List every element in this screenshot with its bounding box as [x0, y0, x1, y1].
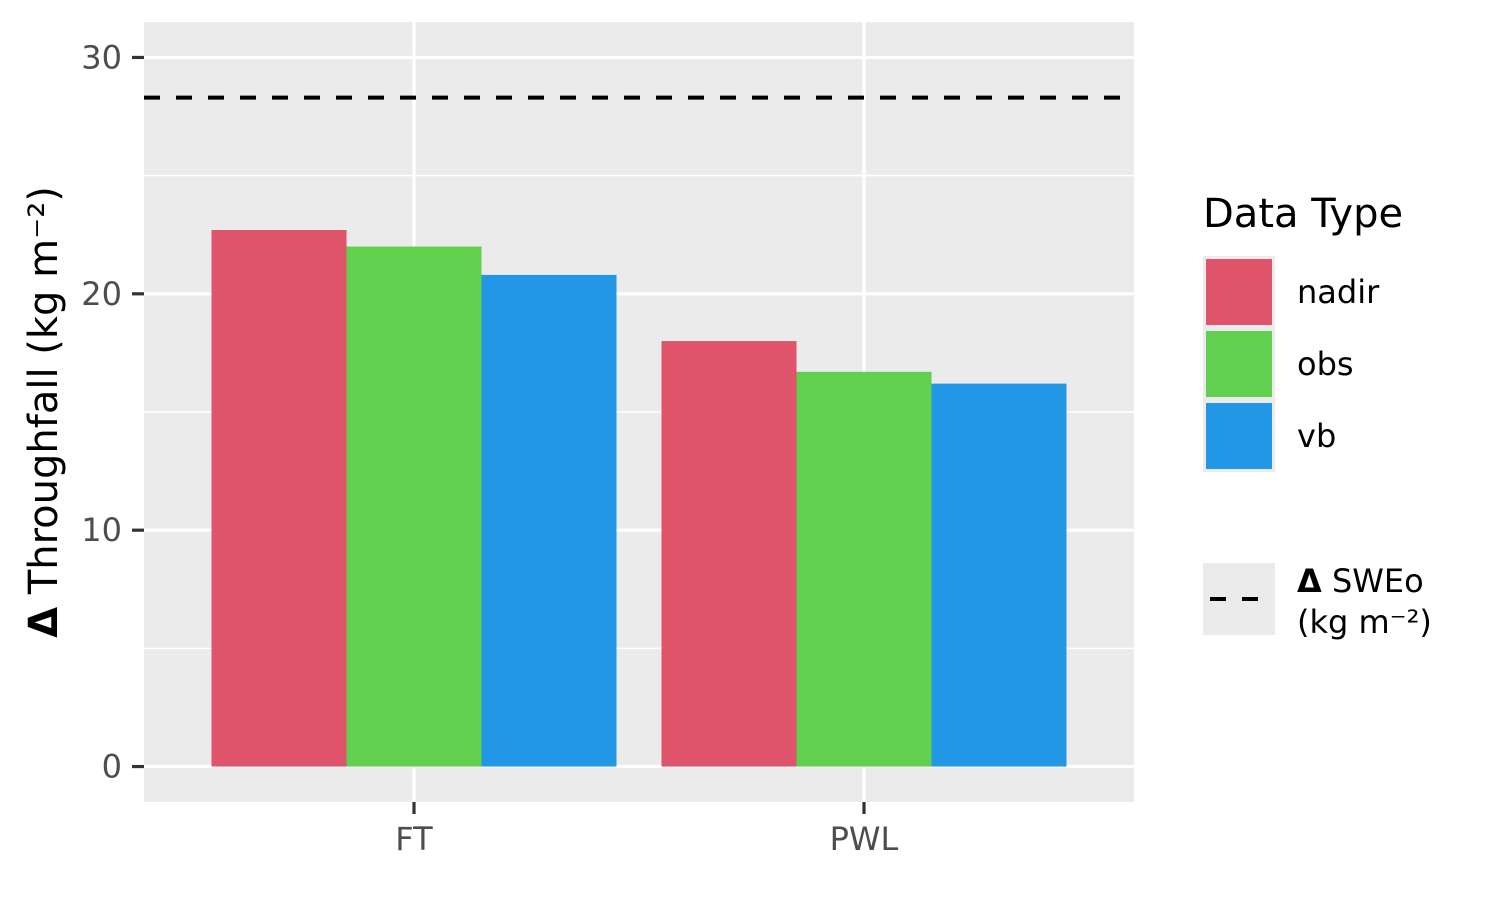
axis-ticks — [132, 55, 866, 814]
y-tick-label: 20 — [81, 275, 122, 313]
bar-obs-pwl — [796, 371, 932, 767]
y-axis-title: Δ Throughfall (kg m⁻²) — [21, 186, 67, 638]
legend-swatch-obs — [1206, 331, 1272, 397]
bar-vb-pwl — [931, 383, 1067, 767]
bar-nadir-ft — [211, 230, 347, 767]
legend-swatch-nadir — [1206, 259, 1272, 325]
x-tick-label: PWL — [830, 820, 899, 858]
y-axis-title-text: Throughfall (kg m⁻²) — [21, 186, 67, 607]
x-tick-labels: FT PWL — [395, 820, 898, 858]
bars — [211, 230, 1067, 767]
legend-label-swe-text: SWEo — [1322, 562, 1424, 600]
legend-label-nadir: nadir — [1297, 273, 1380, 311]
y-tick-label: 10 — [81, 511, 122, 549]
y-axis-title-symbol: Δ — [21, 607, 67, 638]
x-tick-label: FT — [395, 820, 433, 858]
bar-obs-ft — [346, 246, 482, 767]
legend-label-swe: Δ SWEo — [1297, 562, 1424, 600]
legend: Data Type nadir obs vb Δ SWEo (kg m⁻²) — [1203, 191, 1432, 641]
y-tick-labels: 0 10 20 30 — [81, 38, 122, 785]
bar-nadir-pwl — [661, 341, 797, 767]
bar-vb-ft — [481, 274, 617, 767]
y-tick-label: 30 — [81, 38, 122, 76]
legend-items: nadir obs vb — [1203, 256, 1380, 472]
legend-title: Data Type — [1203, 191, 1403, 237]
y-tick-label: 0 — [102, 748, 122, 786]
legend-label-obs: obs — [1297, 345, 1354, 383]
legend-label-swe-symbol: Δ — [1297, 562, 1322, 600]
legend-swatch-vb — [1206, 403, 1272, 469]
legend-label-vb: vb — [1297, 417, 1336, 455]
legend-label-swe-units: (kg m⁻²) — [1297, 603, 1432, 641]
